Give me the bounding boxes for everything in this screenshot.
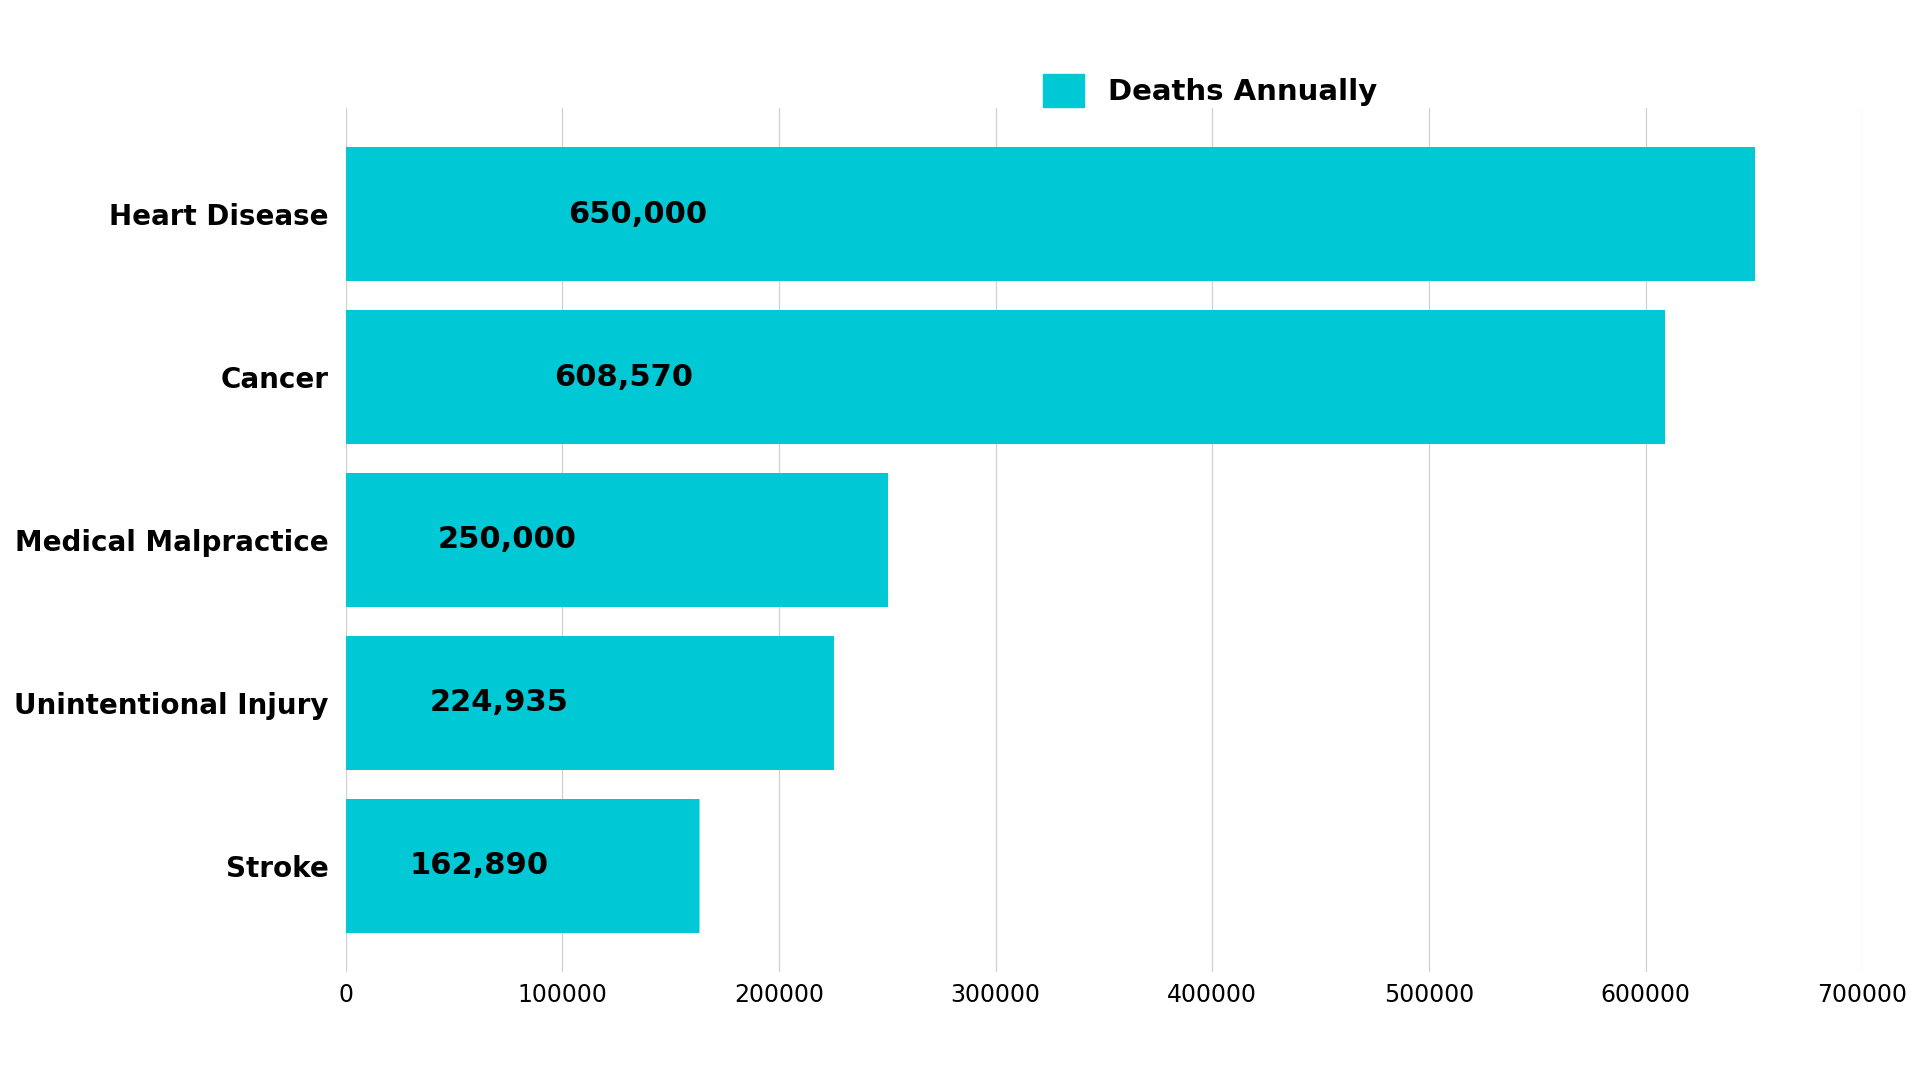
Text: 224,935: 224,935 [430, 688, 568, 717]
Legend: Deaths Annually: Deaths Annually [1031, 63, 1388, 119]
Text: 162,890: 162,890 [409, 851, 549, 880]
Bar [346, 799, 699, 933]
Text: 250,000: 250,000 [438, 526, 576, 554]
Bar [346, 147, 1755, 281]
Text: 650,000: 650,000 [568, 200, 707, 229]
Bar [346, 636, 833, 770]
Text: 608,570: 608,570 [555, 363, 693, 392]
Bar [346, 310, 1665, 444]
Bar [346, 473, 887, 607]
